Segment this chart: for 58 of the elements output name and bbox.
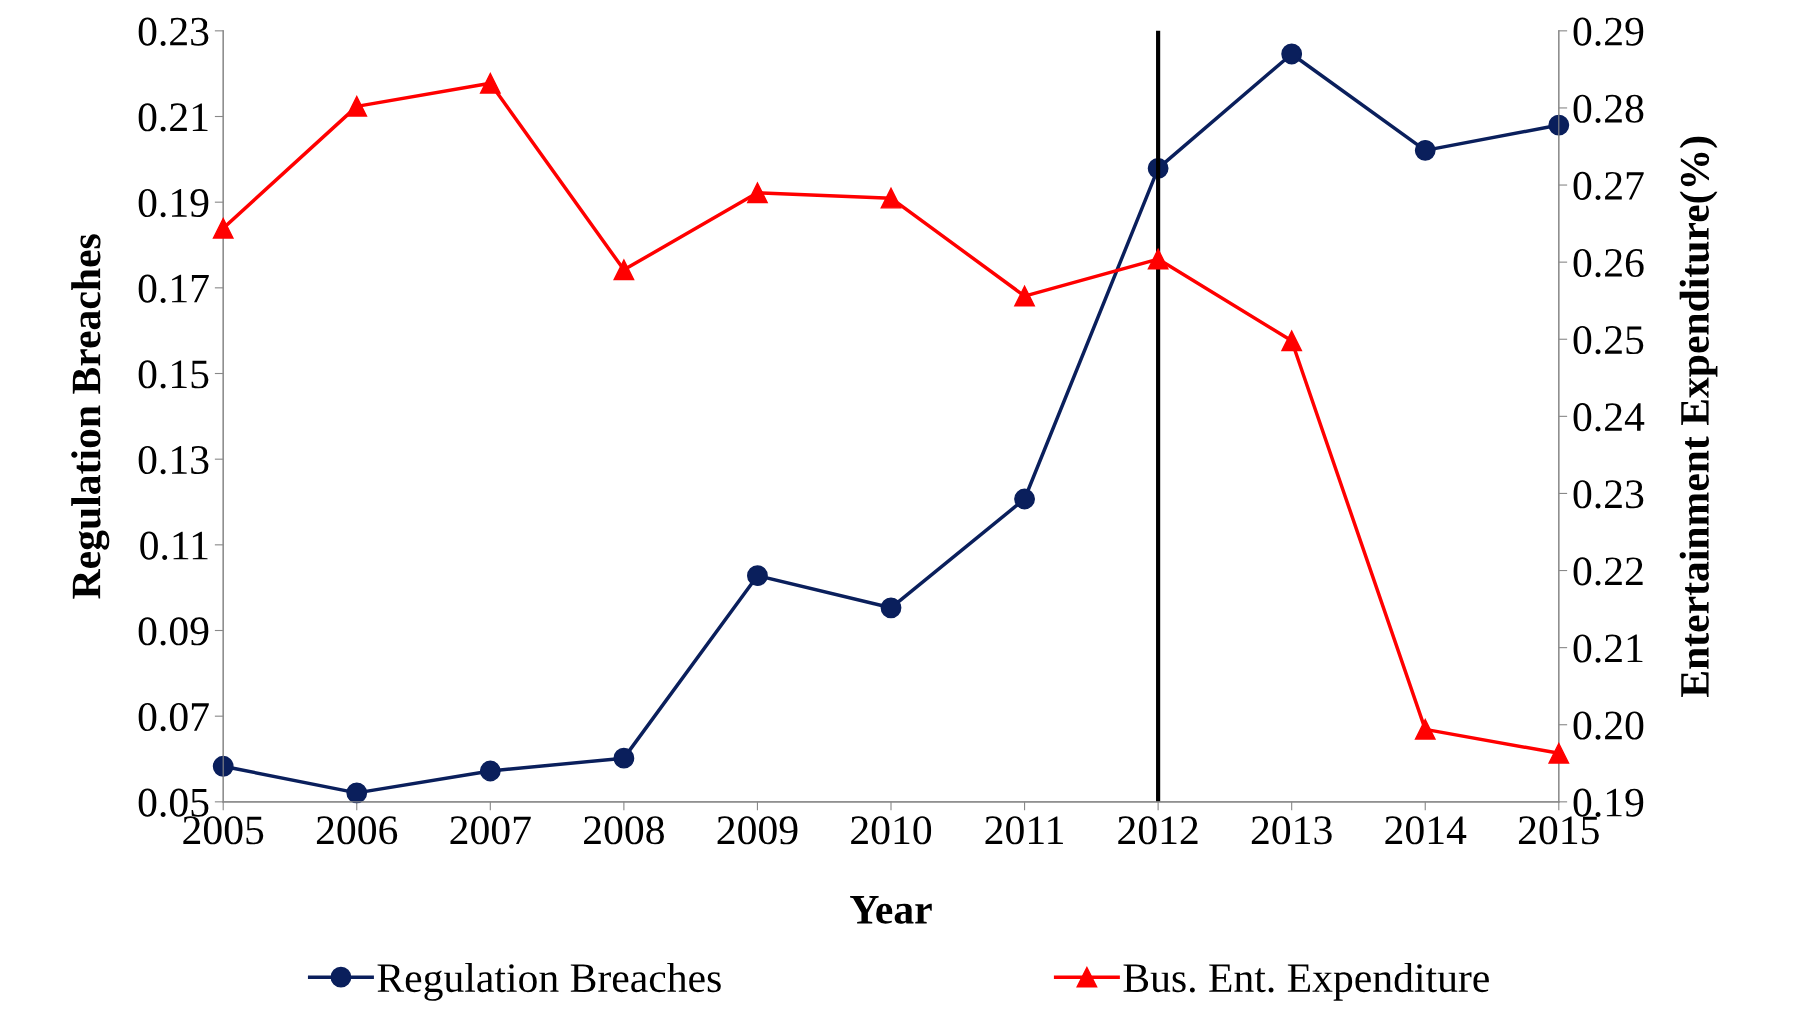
y-tick-label: 0.13 — [138, 445, 209, 475]
point — [1548, 114, 1570, 136]
x-tick-label: 2013 — [1251, 816, 1332, 845]
point — [479, 72, 501, 94]
y2-tick-label: 0.26 — [1573, 248, 1644, 278]
x-tick-label: 2009 — [717, 816, 798, 845]
y2-tick-label: 0.23 — [1573, 480, 1644, 509]
y-tick-label: 0.21 — [138, 103, 208, 132]
y2-tick-label: 0.19 — [1573, 788, 1644, 817]
x-tick-label: 2011 — [985, 816, 1063, 845]
point — [212, 217, 234, 239]
x-tick-label: 2005 — [183, 816, 264, 845]
x-tick-label: 2007 — [450, 816, 531, 845]
y2-tick-label: 0.20 — [1573, 711, 1644, 740]
y-tick-label: 0.09 — [138, 617, 209, 646]
y2-tick-label: 0.25 — [1573, 325, 1644, 355]
point — [880, 597, 902, 619]
x-tick-label: 2008 — [584, 816, 664, 845]
y2-tick-label: 0.22 — [1573, 557, 1643, 586]
y-tick-label: 0.05 — [138, 788, 209, 817]
point — [1414, 718, 1436, 740]
point — [1014, 488, 1035, 510]
y-tick-label: 0.15 — [138, 360, 209, 389]
point — [613, 747, 635, 769]
point — [346, 95, 368, 117]
x-tick-label: 2006 — [316, 816, 398, 845]
y2-tick-label: 0.29 — [1573, 17, 1644, 46]
point — [1548, 742, 1570, 764]
point — [346, 782, 368, 804]
y2-tick-label: 0.24 — [1573, 403, 1645, 432]
y-tick-label: 0.17 — [138, 274, 209, 303]
x-tick-label: 2015 — [1518, 816, 1599, 845]
y-tick-label: 0.23 — [138, 17, 209, 46]
point — [747, 182, 768, 204]
x-tick-label: 2014 — [1385, 816, 1467, 845]
point — [1147, 248, 1169, 270]
point — [1281, 43, 1303, 65]
point — [613, 259, 635, 281]
x-axis-title: Year — [850, 896, 932, 924]
x-tick-label: 2012 — [1118, 816, 1198, 845]
point — [1281, 330, 1303, 352]
y2-tick-label: 0.21 — [1573, 634, 1643, 663]
point — [747, 565, 768, 587]
point — [212, 755, 234, 777]
point — [1014, 285, 1035, 307]
point — [880, 187, 902, 209]
point — [479, 760, 501, 782]
point — [1414, 139, 1436, 161]
y2-tick-label: 0.27 — [1573, 171, 1644, 201]
y-tick-label: 0.11 — [140, 531, 208, 560]
y2-tick-label: 0.28 — [1573, 94, 1644, 123]
legend-label: Regulation Breaches — [377, 962, 721, 1001]
y2-axis-title: Entertainment Expenditure(%) — [1679, 136, 1718, 698]
y-tick-label: 0.19 — [138, 188, 209, 218]
y-tick-label: 0.07 — [138, 702, 209, 732]
legend-label: Bus. Ent. Expenditure — [1123, 962, 1489, 1001]
y-axis-title: Regulation Breaches — [71, 234, 110, 599]
x-tick-label: 2010 — [851, 816, 932, 845]
